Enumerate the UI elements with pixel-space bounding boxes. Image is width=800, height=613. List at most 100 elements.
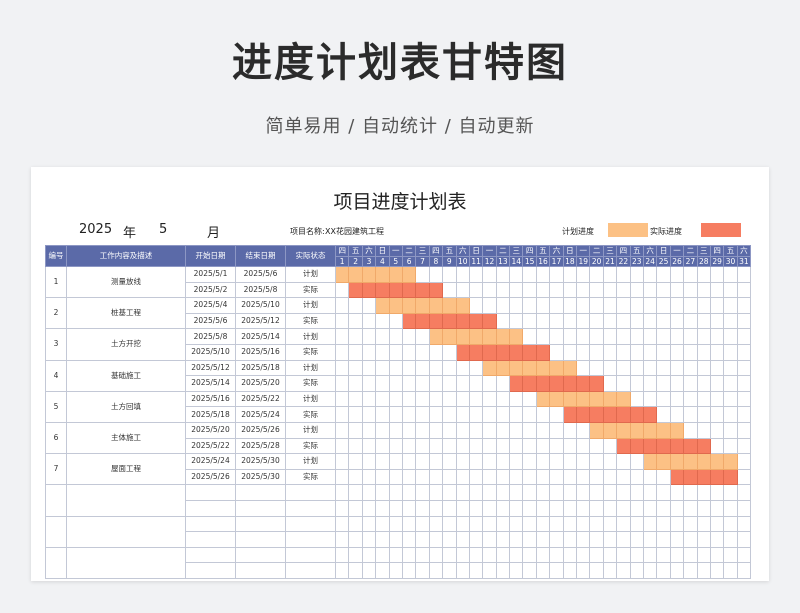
day-cell [482,281,497,299]
empty-cell[interactable] [235,546,286,564]
task-description[interactable]: 基础施工 [66,359,186,392]
plan-bar-cell [535,390,551,408]
month-value[interactable]: 5 [159,222,168,237]
empty-cell[interactable] [285,546,336,564]
empty-cell[interactable] [235,484,286,501]
actual-bar-cell [495,343,511,361]
end-date-cell[interactable]: 2025/5/24 [235,406,286,423]
day-cell [589,468,604,486]
empty-cell[interactable] [235,531,286,548]
start-date-cell[interactable]: 2025/5/14 [185,375,236,392]
end-date-cell[interactable]: 2025/5/18 [235,359,286,377]
start-date-cell[interactable]: 2025/5/1 [185,266,236,283]
day-cell [401,484,417,501]
year-value[interactable]: 2025 [79,222,113,237]
start-date-cell[interactable]: 2025/5/2 [185,281,236,299]
task-description[interactable]: 主体施工 [66,421,186,455]
end-date-cell[interactable]: 2025/5/8 [235,281,286,299]
plan-bar-cell [348,266,363,283]
empty-cell[interactable] [185,484,236,501]
day-cell [723,390,738,408]
day-number-header: 8 [428,255,444,267]
day-cell [669,281,685,299]
start-date-cell[interactable]: 2025/5/18 [185,406,236,423]
day-cell [535,515,551,533]
task-row-plan: 5 土方回填 2025/5/16 2025/5/22 计划 [45,390,752,423]
empty-cell[interactable] [285,562,336,579]
plan-bar-cell [401,297,417,314]
day-cell [334,343,350,361]
empty-cell[interactable] [285,531,336,548]
day-cell [428,562,444,579]
end-date-cell[interactable]: 2025/5/12 [235,312,286,330]
task-description[interactable] [66,546,186,579]
day-cell [334,531,350,548]
task-description[interactable] [66,484,186,517]
day-cell [509,562,524,579]
day-cell [696,281,711,299]
start-date-cell[interactable]: 2025/5/22 [185,437,236,455]
actual-bar-cell [549,375,564,392]
start-date-cell[interactable]: 2025/5/12 [185,359,236,377]
day-cell [509,421,524,439]
day-cell [509,515,524,533]
empty-cell[interactable] [285,499,336,517]
empty-cell[interactable] [285,515,336,533]
end-date-cell[interactable]: 2025/5/20 [235,375,286,392]
end-date-cell[interactable]: 2025/5/22 [235,390,286,408]
day-cell [736,515,752,533]
task-description[interactable]: 桩基工程 [66,297,186,330]
start-date-cell[interactable]: 2025/5/26 [185,468,236,486]
task-description[interactable]: 屋面工程 [66,453,186,486]
end-date-cell[interactable]: 2025/5/30 [235,468,286,486]
end-date-cell[interactable]: 2025/5/30 [235,453,286,470]
day-number-header: 11 [468,255,484,267]
end-date-cell[interactable]: 2025/5/6 [235,266,286,283]
day-cell [549,328,564,345]
day-cell [535,312,551,330]
day-cell [361,499,377,517]
day-cell [683,359,698,377]
day-cell [334,312,350,330]
day-cell [709,390,725,408]
task-description[interactable] [66,515,186,548]
start-date-cell[interactable]: 2025/5/4 [185,297,236,314]
task-description[interactable]: 测量放线 [66,265,186,299]
day-number-header: 31 [736,255,752,267]
empty-cell[interactable] [185,515,236,533]
empty-cell[interactable] [235,562,286,579]
day-cell [642,281,658,299]
day-cell [482,562,497,579]
empty-cell[interactable] [285,484,336,501]
task-description[interactable]: 土方回填 [66,390,186,423]
end-date-cell[interactable]: 2025/5/26 [235,421,286,439]
empty-cell[interactable] [235,499,286,517]
end-date-cell[interactable]: 2025/5/16 [235,343,286,361]
plan-bar-cell [509,328,524,345]
day-cell [361,453,377,470]
start-date-cell[interactable]: 2025/5/10 [185,343,236,361]
end-date-cell[interactable]: 2025/5/10 [235,297,286,314]
empty-cell[interactable] [185,562,236,579]
empty-cell[interactable] [235,515,286,533]
start-date-cell[interactable]: 2025/5/8 [185,328,236,345]
end-date-cell[interactable]: 2025/5/14 [235,328,286,345]
project-name[interactable]: XX花园建筑工程 [325,227,384,236]
actual-bar-cell [683,468,698,486]
day-cell [683,375,698,392]
day-cell [334,562,350,579]
task-description[interactable]: 土方开挖 [66,328,186,361]
end-date-cell[interactable]: 2025/5/28 [235,437,286,455]
day-cell [723,281,738,299]
empty-cell[interactable] [185,546,236,564]
start-date-cell[interactable]: 2025/5/16 [185,390,236,408]
day-cell [683,421,698,439]
day-cell [482,499,497,517]
day-cell [535,281,551,299]
empty-cell[interactable] [185,499,236,517]
start-date-cell[interactable]: 2025/5/24 [185,453,236,470]
day-number-header: 19 [576,255,591,267]
start-date-cell[interactable]: 2025/5/20 [185,421,236,439]
empty-cell[interactable] [185,531,236,548]
start-date-cell[interactable]: 2025/5/6 [185,312,236,330]
